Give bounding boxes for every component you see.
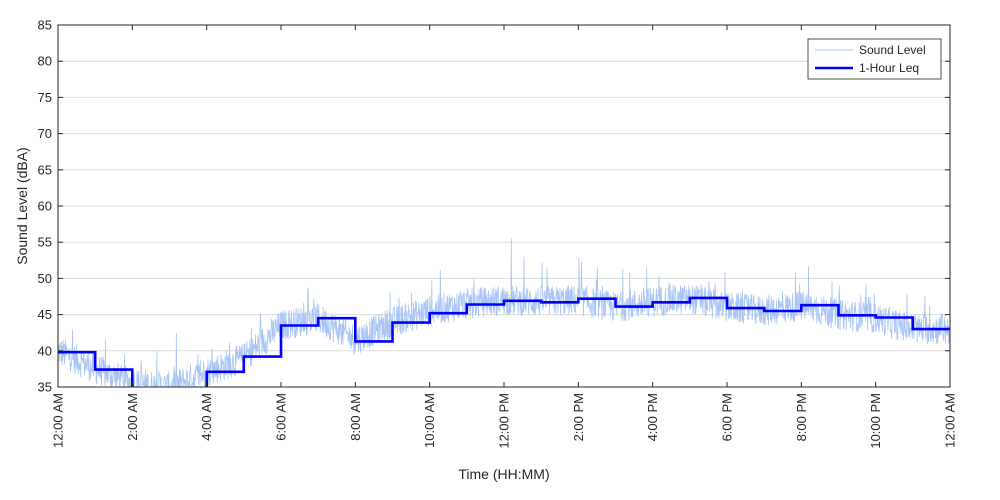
x-tick-label: 6:00 AM bbox=[274, 393, 289, 441]
x-tick-label: 10:00 AM bbox=[422, 393, 437, 448]
y-tick-label: 45 bbox=[38, 307, 52, 322]
y-tick-label: 55 bbox=[38, 235, 52, 250]
y-axis-ticks: 35 40 45 50 55 60 65 70 75 80 85 bbox=[38, 18, 950, 395]
legend: Sound Level 1-Hour Leq bbox=[807, 38, 942, 80]
legend-box bbox=[807, 38, 942, 80]
y-tick-label: 70 bbox=[38, 126, 52, 141]
x-tick-label: 10:00 PM bbox=[868, 393, 883, 449]
y-tick-label: 40 bbox=[38, 343, 52, 358]
x-tick-label: 4:00 AM bbox=[199, 393, 214, 441]
x-axis-ticks: 12:00 AM 2:00 AM 4:00 AM 6:00 AM 8:00 AM 10:0… bbox=[51, 25, 958, 449]
x-axis-title: Time (HH:MM) bbox=[458, 466, 549, 482]
y-tick-label: 60 bbox=[38, 199, 52, 214]
y-tick-label: 80 bbox=[38, 54, 52, 69]
x-tick-label: 8:00 AM bbox=[348, 393, 363, 441]
x-tick-label: 2:00 PM bbox=[571, 393, 586, 441]
x-tick-label: 12:00 AM bbox=[943, 393, 958, 448]
x-tick-label: 2:00 AM bbox=[125, 393, 140, 441]
legend-label-leq: 1-Hour Leq bbox=[859, 61, 919, 75]
y-tick-label: 75 bbox=[38, 90, 52, 105]
y-tick-label: 85 bbox=[38, 18, 52, 33]
y-tick-label: 35 bbox=[38, 380, 52, 395]
leq-series-line bbox=[58, 296, 950, 387]
x-tick-label: 4:00 PM bbox=[645, 393, 660, 441]
x-tick-label: 6:00 PM bbox=[720, 393, 735, 441]
x-tick-label: 12:00 AM bbox=[51, 393, 66, 448]
y-tick-label: 50 bbox=[38, 271, 52, 286]
legend-label-sound-level: Sound Level bbox=[859, 43, 926, 57]
x-tick-label: 12:00 PM bbox=[497, 393, 512, 449]
x-tick-label: 8:00 PM bbox=[794, 393, 809, 441]
gridlines bbox=[58, 60, 950, 352]
y-tick-label: 65 bbox=[38, 162, 52, 177]
y-axis-title: Sound Level (dBA) bbox=[14, 147, 30, 265]
